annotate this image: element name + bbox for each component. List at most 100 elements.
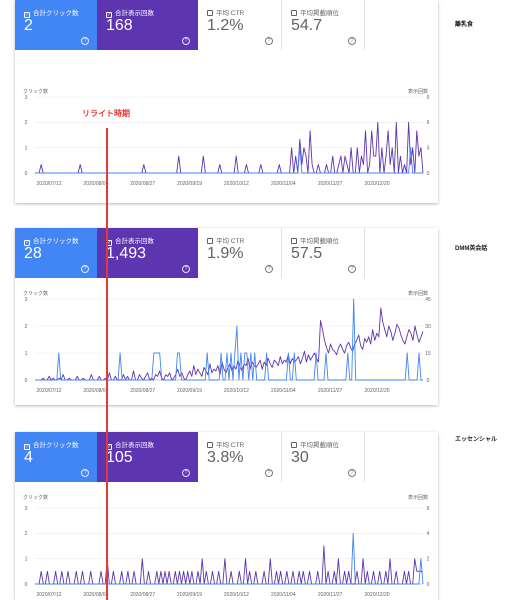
right-tick-label: 0 — [427, 378, 430, 384]
left-tick-label: 0 — [25, 582, 28, 588]
impressions-value: 105 — [106, 449, 133, 466]
clicks-tile[interactable]: ✓ 合計クリック数 4 ? — [15, 432, 97, 482]
clicks-series-line — [35, 532, 424, 585]
x-tick-label: 2020/10/12 — [224, 181, 249, 187]
right-tick-label: 2 — [427, 556, 430, 562]
ctr-value: 1.9% — [207, 245, 244, 262]
x-tick-label: 2020/08/27 — [130, 388, 155, 394]
left-tick-label: 3 — [25, 506, 28, 512]
right-tick-label: 9 — [427, 95, 430, 101]
impressions-label: 合計表示回数 — [115, 238, 154, 245]
help-icon[interactable]: ? — [348, 469, 356, 477]
right-tick-label: 4 — [427, 531, 430, 537]
impressions-tile[interactable]: ✓ 合計表示回数 1,493 ? — [97, 228, 198, 278]
clicks-label: 合計クリック数 — [33, 442, 79, 449]
performance-chart: 3 9 2 6 1 3 0 0 2020/07/12 2020/08/04 2020/08/27 20… — [25, 95, 430, 187]
ctr-tile[interactable]: 平均 CTR 3.8% ? — [198, 432, 282, 482]
help-icon[interactable]: ? — [81, 469, 89, 477]
x-tick-label: 2020/08/04 — [83, 181, 108, 187]
left-tick-label: 2 — [25, 531, 28, 537]
performance-chart: 3 6 2 4 1 2 0 0 2020/07/12 2020/08/04 2020/08/27 20… — [25, 506, 430, 598]
help-icon[interactable]: ? — [81, 265, 89, 273]
x-tick-label: 2020/08/04 — [83, 388, 108, 394]
right-axis-title: 表示回数 — [407, 495, 428, 501]
clicks-series-line — [35, 298, 423, 381]
performance-chart: 3 45 2 30 1 15 0 0 2020/07/12 2020/08/04 2020/08/2… — [25, 297, 431, 394]
left-tick-label: 2 — [25, 120, 28, 126]
checkbox-icon — [207, 238, 213, 244]
metric-tiles: ✓ 合計クリック数 2 ? ✓ 合計表示回数 168 ? 平均 CTR 1.2% ?… — [15, 0, 365, 50]
checkbox-icon: ✓ — [24, 240, 30, 246]
checkbox-icon — [207, 442, 213, 448]
site-name-2: DMM英会話 — [455, 246, 488, 252]
help-icon[interactable]: ? — [348, 265, 356, 273]
left-tick-label: 0 — [25, 378, 28, 384]
impressions-tile[interactable]: ✓ 合計表示回数 168 ? — [97, 0, 198, 50]
clicks-value: 28 — [24, 245, 42, 262]
right-tick-label: 0 — [427, 582, 430, 588]
x-tick-label: 2020/09/19 — [177, 592, 202, 598]
right-tick-label: 15 — [425, 351, 431, 357]
position-value: 57.5 — [291, 245, 323, 262]
metric-tiles: ✓ 合計クリック数 28 ? ✓ 合計表示回数 1,493 ? 平均 CTR 1.9… — [15, 228, 365, 278]
impressions-series-line — [35, 307, 424, 381]
position-value: 54.7 — [291, 17, 323, 34]
ctr-tile[interactable]: 平均 CTR 1.2% ? — [198, 0, 282, 50]
site-name-1: 離乳食 — [455, 22, 474, 28]
clicks-label: 合計クリック数 — [33, 10, 79, 17]
help-icon[interactable]: ? — [182, 37, 190, 45]
left-tick-label: 1 — [25, 145, 28, 151]
left-axis-title: クリック数 — [23, 495, 49, 501]
clicks-label: 合計クリック数 — [33, 238, 79, 245]
ctr-value: 3.8% — [207, 449, 244, 466]
left-tick-label: 3 — [25, 297, 28, 303]
x-tick-label: 2020/11/04 — [271, 388, 296, 394]
right-axis-title: 表示回数 — [407, 291, 428, 297]
checkbox-icon: ✓ — [106, 12, 112, 18]
position-tile[interactable]: 平均掲載順位 30 ? — [282, 432, 365, 482]
x-tick-label: 2020/09/19 — [177, 388, 202, 394]
left-tick-label: 3 — [25, 95, 28, 101]
impressions-label: 合計表示回数 — [115, 442, 154, 449]
x-tick-label: 2020/11/27 — [318, 181, 343, 187]
x-tick-label: 2020/10/12 — [224, 592, 249, 598]
x-tick-label: 2020/11/27 — [318, 592, 343, 598]
impressions-value: 168 — [106, 17, 133, 34]
clicks-value: 4 — [24, 449, 33, 466]
help-icon[interactable]: ? — [265, 265, 273, 273]
help-icon[interactable]: ? — [81, 37, 89, 45]
position-label: 平均掲載順位 — [300, 238, 339, 245]
ctr-label: 平均 CTR — [216, 10, 245, 17]
help-icon[interactable]: ? — [348, 37, 356, 45]
checkbox-icon — [291, 10, 297, 16]
position-tile[interactable]: 平均掲載順位 54.7 ? — [282, 0, 365, 50]
left-tick-label: 1 — [25, 556, 28, 562]
site-name-3: エッセンシャル — [455, 437, 498, 443]
help-icon[interactable]: ? — [182, 265, 190, 273]
performance-panel-2: ✓ 合計クリック数 28 ? ✓ 合計表示回数 1,493 ? 平均 CTR 1.9… — [15, 228, 438, 405]
left-tick-label: 1 — [25, 351, 28, 357]
position-label: 平均掲載順位 — [300, 10, 339, 17]
position-value: 30 — [291, 449, 309, 466]
help-icon[interactable]: ? — [265, 37, 273, 45]
clicks-tile[interactable]: ✓ 合計クリック数 2 ? — [15, 0, 97, 50]
x-tick-label: 2020/08/27 — [130, 592, 155, 598]
help-icon[interactable]: ? — [265, 469, 273, 477]
metric-tiles: ✓ 合計クリック数 4 ? ✓ 合計表示回数 105 ? 平均 CTR 3.8% ?… — [15, 432, 365, 482]
rewrite-annotation-label: リライト時期 — [82, 109, 130, 118]
help-icon[interactable]: ? — [182, 469, 190, 477]
checkbox-icon — [207, 10, 213, 16]
left-axis-title: クリック数 — [23, 291, 49, 297]
ctr-tile[interactable]: 平均 CTR 1.9% ? — [198, 228, 282, 278]
impressions-label: 合計表示回数 — [115, 10, 154, 17]
x-tick-label: 2020/12/20 — [364, 181, 389, 187]
clicks-series-line — [35, 147, 423, 174]
x-tick-label: 2020/12/20 — [364, 388, 389, 394]
clicks-tile[interactable]: ✓ 合計クリック数 28 ? — [15, 228, 97, 278]
x-tick-label: 2020/11/27 — [318, 388, 343, 394]
right-axis-title: 表示回数 — [407, 89, 428, 95]
performance-panel-3: ✓ 合計クリック数 4 ? ✓ 合計表示回数 105 ? 平均 CTR 3.8% ?… — [15, 432, 438, 600]
clicks-value: 2 — [24, 17, 33, 34]
position-tile[interactable]: 平均掲載順位 57.5 ? — [282, 228, 365, 278]
impressions-tile[interactable]: ✓ 合計表示回数 105 ? — [97, 432, 198, 482]
